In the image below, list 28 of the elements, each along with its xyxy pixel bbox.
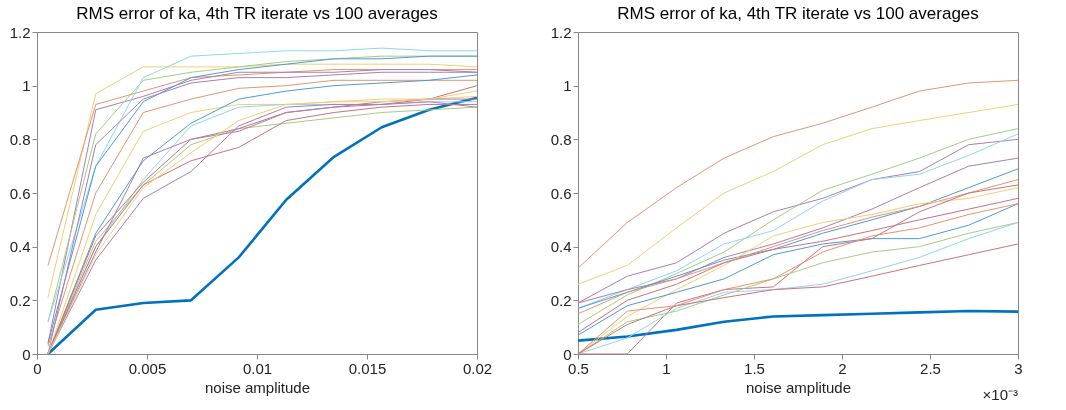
chart-title: RMS error of ka, 4th TR iterate vs 100 averages <box>617 4 979 23</box>
x-tick-label: 0.005 <box>128 359 167 377</box>
x-tick-label: 0.01 <box>242 359 273 377</box>
x-tick-label: 2.5 <box>920 359 941 377</box>
chart-title: RMS error of ka, 4th TR iterate vs 100 averages <box>76 4 438 23</box>
y-tick-label: 1 <box>22 77 31 95</box>
y-tick-label: 0.8 <box>9 130 31 148</box>
y-tick-label: 0.8 <box>550 130 572 148</box>
x-tick-label: 2 <box>838 359 847 377</box>
y-tick-label: 1 <box>563 77 572 95</box>
y-tick-label: 0.2 <box>9 291 31 309</box>
y-tick-label: 0.6 <box>550 184 572 202</box>
y-tick-label: 0 <box>22 345 31 363</box>
y-tick-label: 0.4 <box>550 238 572 256</box>
x-tick-label: 0.015 <box>348 359 387 377</box>
text: ×10⁻³ <box>982 386 1018 403</box>
y-tick-label: 0.2 <box>550 291 572 309</box>
y-tick-label: 0.6 <box>9 184 31 202</box>
y-tick-label: 1.2 <box>550 23 572 41</box>
x-tick-label: 1 <box>662 359 671 377</box>
x-axis-title: noise amplitude <box>745 378 852 396</box>
x-tick-label: 3 <box>1014 359 1023 377</box>
x-tick-label: 0.02 <box>462 359 493 377</box>
x-tick-label: 1.5 <box>744 359 765 377</box>
y-tick-label: 1.2 <box>9 23 31 41</box>
x-tick-label: 0 <box>33 359 42 377</box>
y-tick-label: 0.4 <box>9 238 31 256</box>
x-axis-title: noise amplitude <box>204 378 311 396</box>
